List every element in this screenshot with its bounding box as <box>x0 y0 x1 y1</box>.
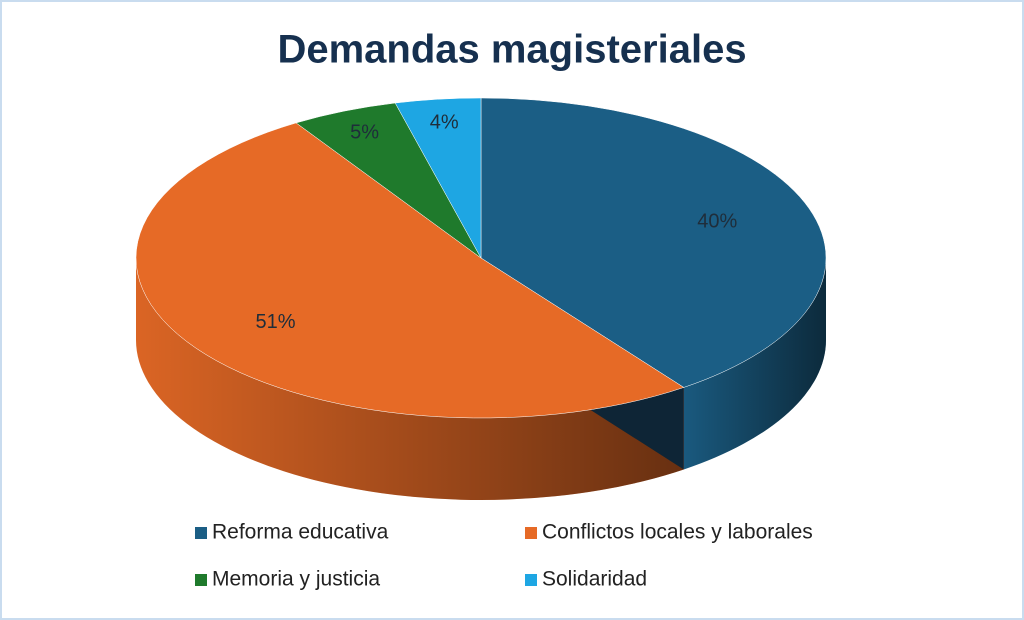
legend-label: Conflictos locales y laborales <box>542 521 813 544</box>
legend-label: Reforma educativa <box>212 521 389 544</box>
slice <box>135 122 685 419</box>
slice <box>480 97 827 388</box>
slice <box>394 97 482 259</box>
chart-title: Demandas magisteriales <box>277 28 746 72</box>
data-label: 51% <box>256 311 296 333</box>
legend-swatch <box>525 574 537 586</box>
pie: 40% 51% 5% 4% <box>135 97 827 500</box>
legend-label: Solidaridad <box>542 568 647 591</box>
data-label: 5% <box>350 121 379 143</box>
legend: Reforma educativa Conflictos locales y la… <box>195 521 813 591</box>
legend-swatch <box>195 527 207 539</box>
slice-side-shade <box>683 258 826 470</box>
legend-swatch <box>525 527 537 539</box>
data-label: 4% <box>430 111 459 133</box>
legend-label: Memoria y justicia <box>212 568 380 591</box>
data-label: 40% <box>697 211 737 233</box>
slice-side-shade <box>136 258 684 500</box>
legend-swatch <box>195 574 207 586</box>
